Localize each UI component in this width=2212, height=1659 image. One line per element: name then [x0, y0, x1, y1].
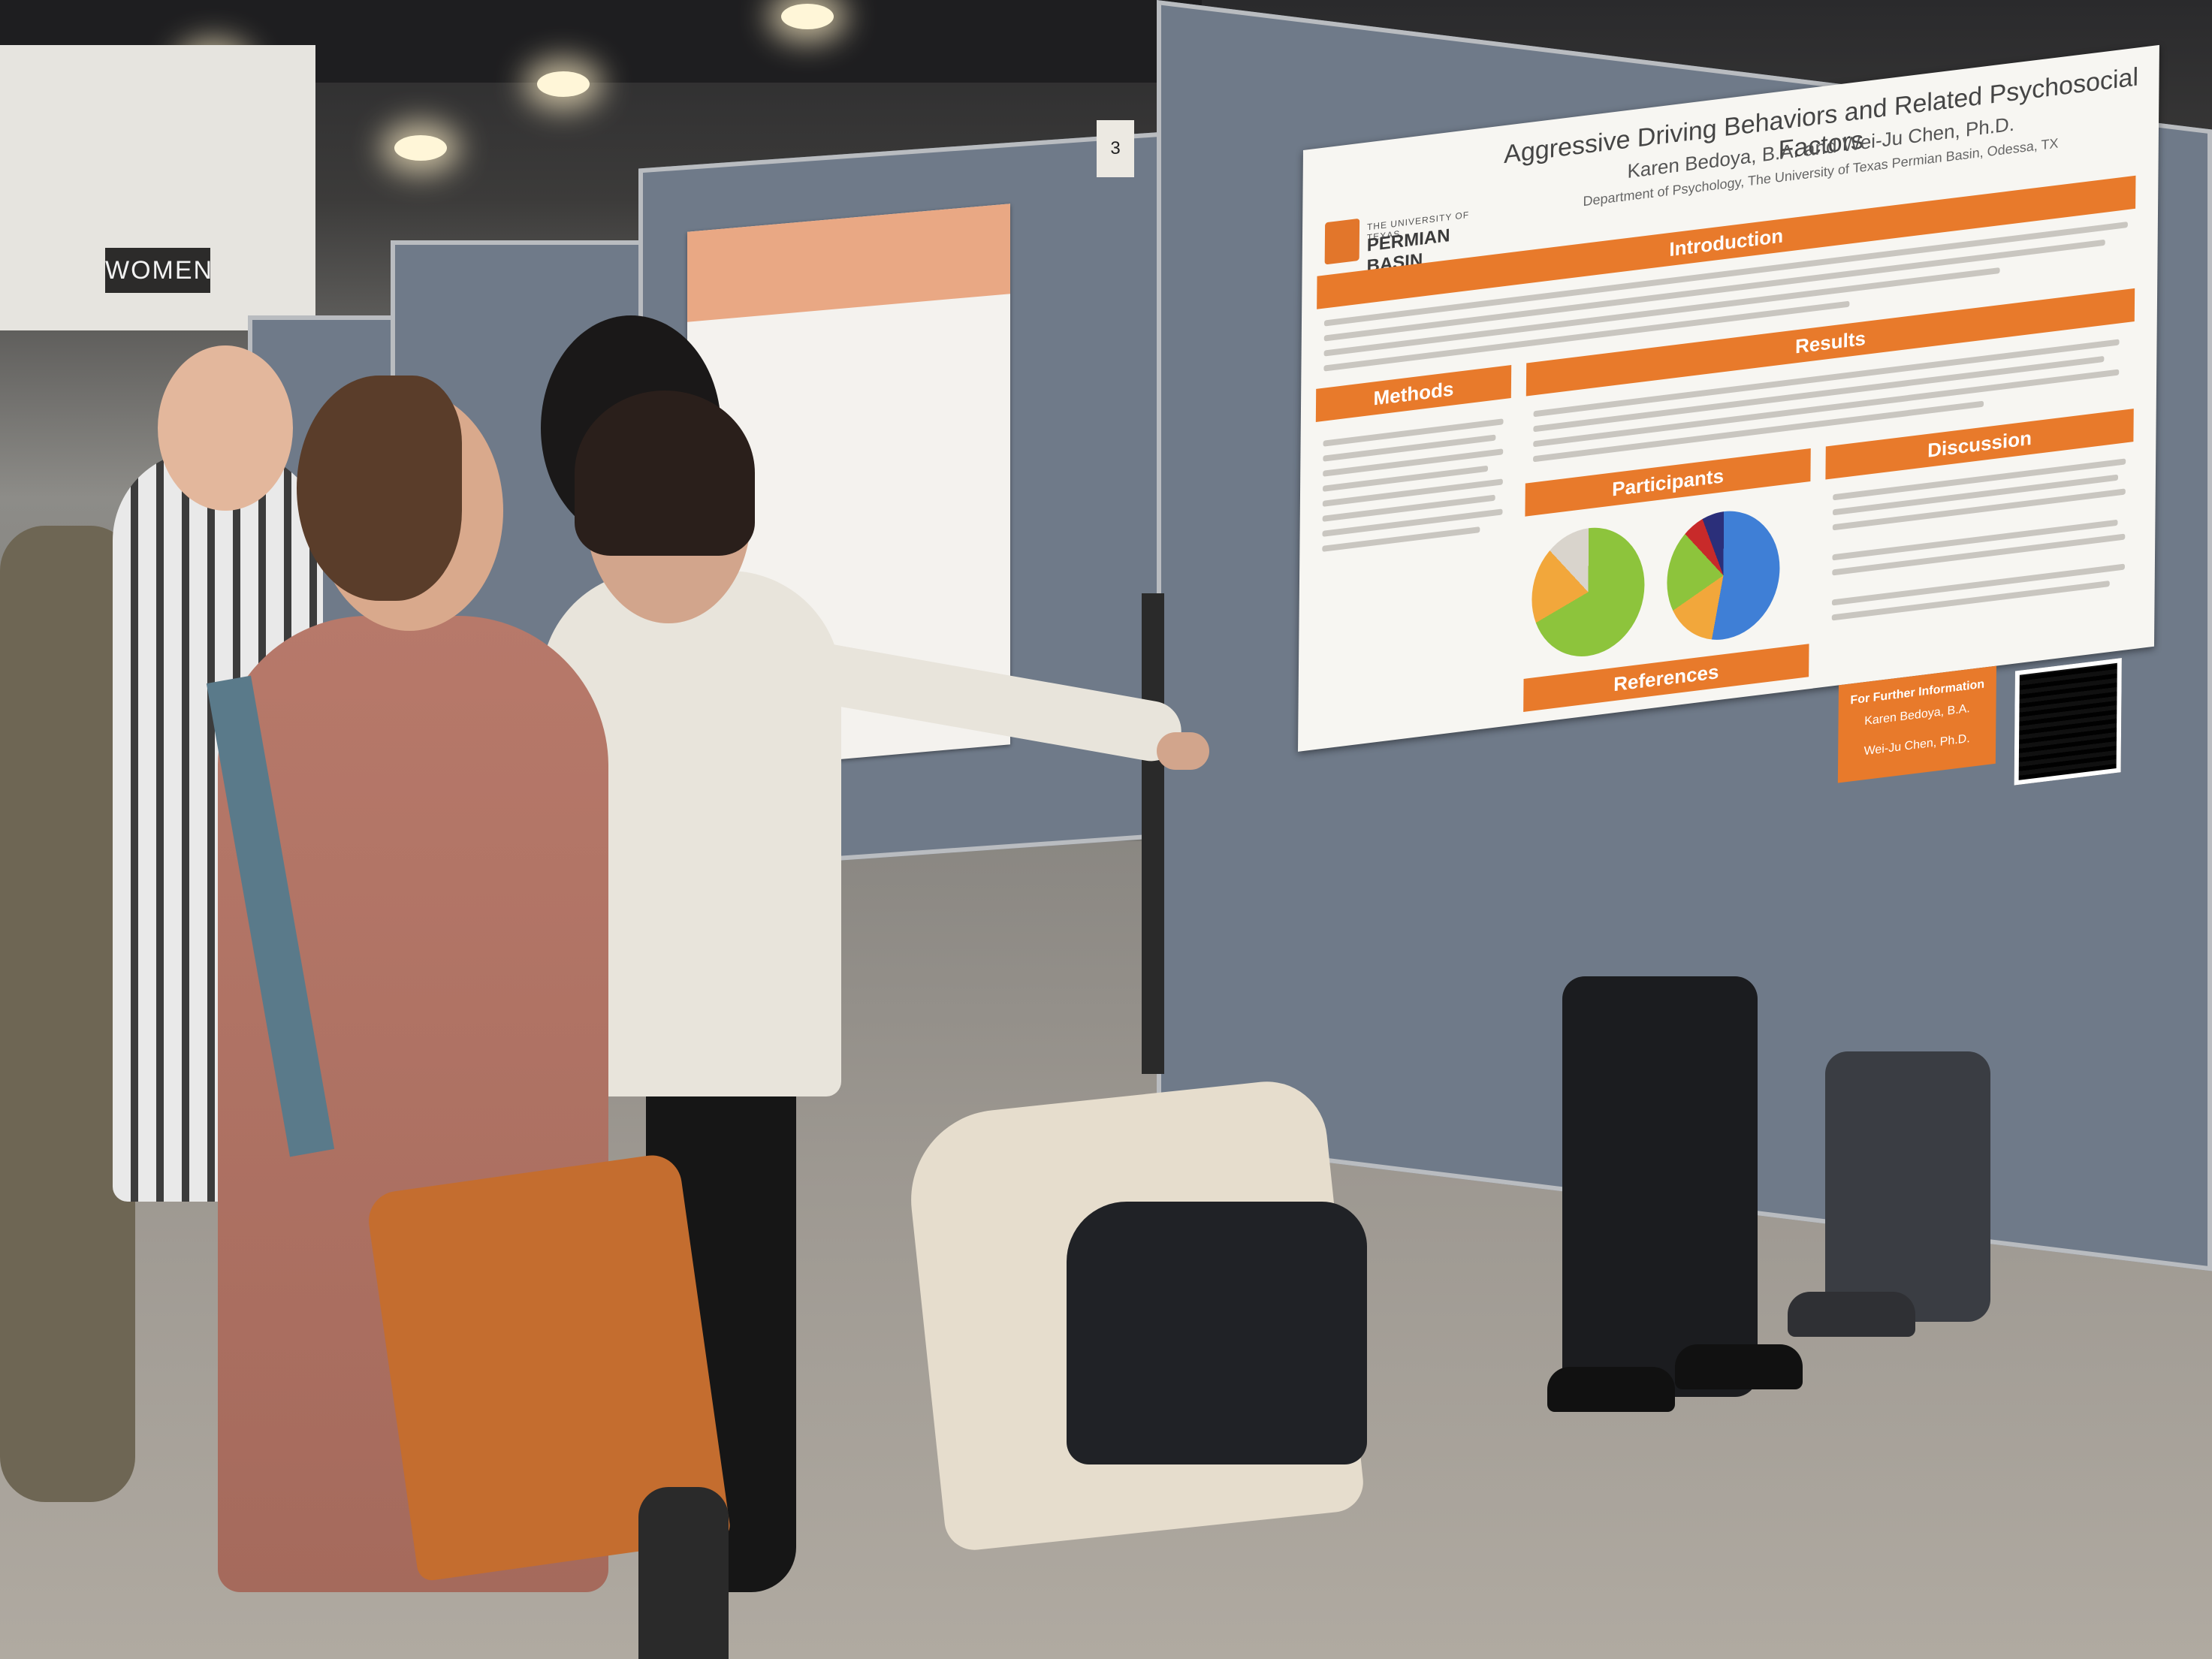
attendee-braided-hair [297, 376, 462, 601]
shoe [1788, 1292, 1915, 1337]
board-pole [1142, 593, 1164, 1074]
shoe [1547, 1367, 1675, 1412]
main-poster: THE UNIVERSITY OF TEXAS PERMIAN BASIN Ag… [1298, 44, 2159, 786]
person-right-legs [1562, 976, 1758, 1397]
shoe [1675, 1344, 1803, 1389]
person-head [158, 345, 293, 511]
pie-chart [1666, 504, 1781, 647]
backpack [1067, 1202, 1367, 1464]
ceiling-light [537, 71, 590, 97]
contact-info-box: For Further Information Karen Bedoya, B.… [1837, 665, 1996, 783]
ceiling-light [781, 4, 834, 29]
logo-mark-icon [1324, 218, 1360, 265]
ceiling-light [394, 135, 447, 161]
section-header-methods: Methods [1315, 364, 1512, 422]
person-right-legs [1825, 1051, 1990, 1322]
presenter-hand [1157, 732, 1209, 770]
board-number-tag: 3 [1097, 120, 1134, 177]
water-bottle [638, 1487, 729, 1659]
presenter-hair [575, 391, 755, 556]
qr-code-icon [2014, 658, 2122, 786]
pie-chart [1531, 521, 1646, 663]
contact-name-2: Wei-Ju Chen, Ph.D. [1863, 731, 1970, 759]
section-header-participants: Participants [1525, 448, 1811, 517]
restroom-sign: WOMEN [105, 248, 212, 293]
